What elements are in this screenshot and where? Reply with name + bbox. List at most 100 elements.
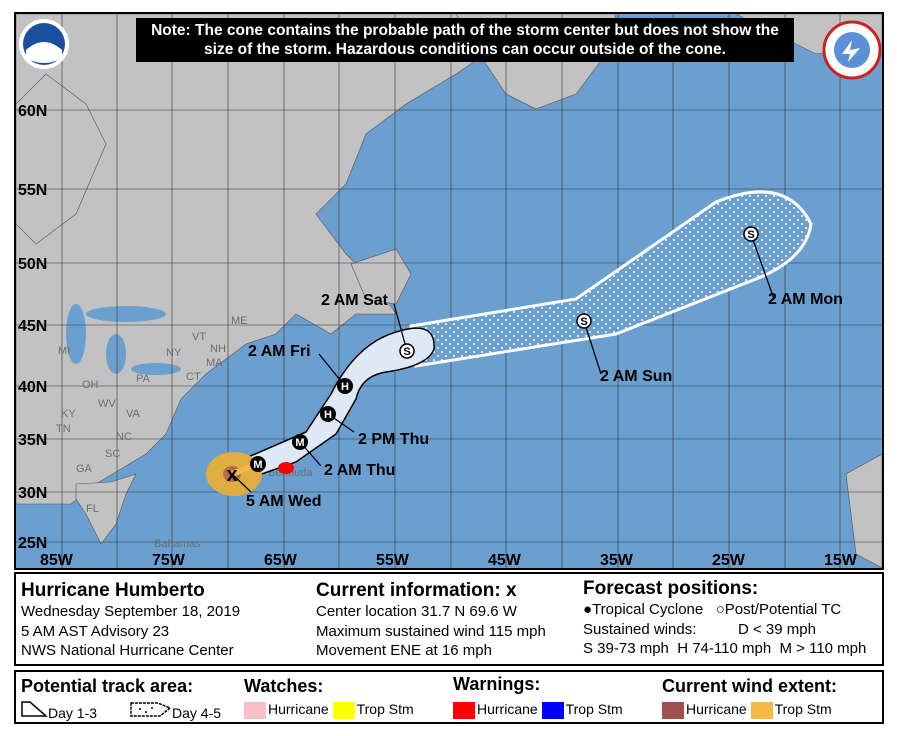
- label-tn: TN: [56, 423, 71, 435]
- label-va: VA: [126, 408, 141, 420]
- wind-ts-swatch: [750, 701, 773, 719]
- advisory-date: Wednesday September 18, 2019: [21, 603, 241, 620]
- label-fl: FL: [86, 503, 99, 515]
- storm-info-panel: Hurricane Humberto Wednesday September 1…: [14, 572, 884, 666]
- lon-label: 15W: [824, 552, 858, 568]
- place-labels: MI OH KY TN GA SC NC VA WV PA NY VT NH M…: [56, 315, 314, 550]
- time-label: 2 AM Mon: [768, 291, 843, 308]
- label-bahamas: Bahamas: [154, 538, 201, 550]
- legend-wind: Hurricane Trop Stm: [662, 701, 832, 719]
- legend-watches: Hurricane Trop Stm: [244, 701, 414, 719]
- lat-label: 55N: [18, 182, 47, 199]
- open-circle-icon: ○: [715, 601, 725, 618]
- cone-day4-5: [409, 190, 813, 368]
- warnings-title: Warnings:: [453, 674, 541, 694]
- label-pa: PA: [136, 373, 151, 385]
- time-label: 2 AM Fri: [248, 343, 311, 360]
- filled-circle-icon: ●: [583, 601, 593, 618]
- label-nh: NH: [210, 343, 226, 355]
- great-lakes: [66, 304, 181, 375]
- lat-label: 25N: [18, 535, 47, 552]
- ptc-label: Post/Potential TC: [724, 601, 842, 618]
- point-symbol: S: [403, 346, 410, 358]
- lon-label: 75W: [152, 552, 186, 568]
- wind-extent-title: Current wind extent:: [662, 676, 838, 696]
- watch-hurricane-label: Hurricane: [268, 701, 329, 717]
- cone-day13-icon: [21, 701, 48, 717]
- point-symbol: M: [295, 437, 304, 449]
- label-nc: NC: [116, 431, 132, 443]
- point-symbol: S: [580, 316, 587, 328]
- legend-day13: Day 1-3: [20, 700, 97, 721]
- lon-label: 85W: [40, 552, 74, 568]
- storm-name: Hurricane Humberto: [21, 580, 205, 601]
- time-label: 2 PM Thu: [358, 431, 429, 448]
- bermuda-warning: [278, 462, 294, 474]
- lon-label: 65W: [264, 552, 298, 568]
- label-wv: WV: [98, 398, 116, 410]
- d-scale: D < 39 mph: [738, 620, 816, 638]
- watch-ts-swatch: [332, 701, 355, 719]
- label-ky: KY: [61, 408, 76, 420]
- day45-label: Day 4-5: [172, 705, 222, 721]
- time-label: 2 AM Sat: [321, 292, 389, 309]
- movement: Movement ENE at 16 mph: [316, 642, 492, 659]
- legend-warnings: Hurricane Trop Stm: [453, 701, 623, 719]
- watch-hurricane-swatch: [244, 701, 266, 719]
- tc-label: Tropical Cyclone: [592, 601, 704, 618]
- wind-scale: S 39-73 mph H 74-110 mph M > 110 mph: [583, 640, 867, 657]
- legend-day45: Day 4-5: [128, 700, 221, 721]
- lat-label: 35N: [18, 432, 47, 449]
- wind-hurricane-swatch: [662, 701, 684, 719]
- storm-summary: Hurricane Humberto Wednesday September 1…: [21, 580, 240, 661]
- point-symbol: H: [341, 381, 349, 393]
- lat-label: 60N: [18, 103, 47, 120]
- lat-label: 40N: [18, 379, 47, 396]
- track-points: x M M H H S S S: [226, 226, 759, 486]
- point-symbol: M: [253, 459, 262, 471]
- track-time-labels: 5 AM Wed 2 AM Thu 2 PM Thu 2 AM Fri 2 AM…: [246, 291, 843, 510]
- lat-label: 30N: [18, 485, 47, 502]
- lat-label: 50N: [18, 256, 47, 273]
- label-mi: MI: [58, 345, 70, 357]
- watch-ts-label: Trop Stm: [356, 701, 414, 717]
- advisory-number: 5 AM AST Advisory 23: [21, 622, 170, 640]
- point-symbol: S: [747, 229, 754, 241]
- label-ct: CT: [186, 371, 201, 383]
- track-area-title: Potential track area:: [21, 676, 194, 696]
- time-label: 2 AM Sun: [600, 368, 672, 385]
- center-location: Center location 31.7 N 69.6 W: [316, 603, 517, 620]
- warn-ts-label: Trop Stm: [565, 701, 623, 717]
- point-symbol: H: [324, 409, 332, 421]
- forecast-key: Forecast positions: ●Tropical Cyclone ○P…: [583, 578, 883, 659]
- lon-label: 45W: [488, 552, 522, 568]
- sustained-label: Sustained winds:: [583, 620, 697, 638]
- current-position-x-icon: x: [226, 464, 237, 486]
- label-ny: NY: [166, 347, 182, 359]
- land: [16, 14, 882, 568]
- label-vt: VT: [192, 331, 206, 343]
- label-sc: SC: [105, 448, 120, 460]
- forecast-map: MI OH KY TN GA SC NC VA WV PA NY VT NH M…: [14, 12, 884, 570]
- lon-label: 55W: [376, 552, 410, 568]
- label-ga: GA: [76, 463, 93, 475]
- time-label: 5 AM Wed: [246, 493, 322, 510]
- current-info-title: Current information: x: [316, 580, 517, 601]
- issuing-center: NWS National Hurricane Center: [21, 642, 234, 659]
- current-info: Current information: x Center location 3…: [316, 580, 546, 661]
- map-canvas: MI OH KY TN GA SC NC VA WV PA NY VT NH M…: [16, 14, 882, 568]
- wind-hurricane-label: Hurricane: [686, 701, 747, 717]
- label-me: ME: [231, 315, 248, 327]
- cone-disclaimer-note: Note: The cone contains the probable pat…: [136, 18, 794, 62]
- label-ma: MA: [206, 357, 223, 369]
- warn-hurricane-label: Hurricane: [477, 701, 538, 717]
- nws-logo: [822, 20, 882, 80]
- lat-label: 45N: [18, 318, 47, 335]
- warn-hurricane-swatch: [453, 701, 475, 719]
- wind-ts-label: Trop Stm: [774, 701, 832, 717]
- axis-labels: 60N 55N 50N 45N 40N 35N 30N 25N 85W 75W …: [18, 103, 858, 568]
- lon-label: 25W: [712, 552, 746, 568]
- cone-day45-icon: [130, 702, 172, 717]
- forecast-title: Forecast positions:: [583, 578, 759, 599]
